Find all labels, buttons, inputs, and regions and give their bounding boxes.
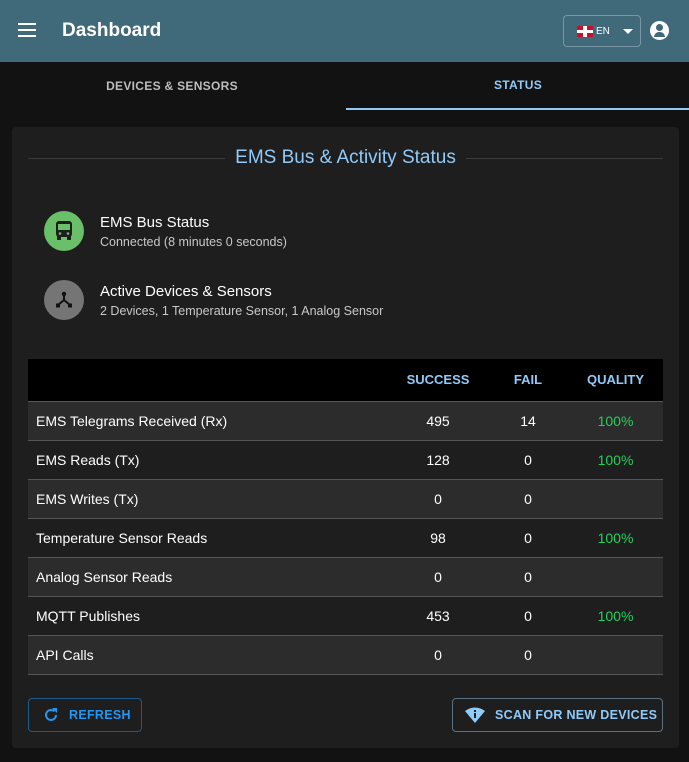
cell-fail: 0	[488, 635, 568, 675]
cell-success: 0	[388, 635, 488, 675]
refresh-label: REFRESH	[69, 708, 131, 722]
bus-icon	[44, 211, 84, 251]
cell-success: 495	[388, 401, 488, 441]
cell-name: API Calls	[28, 635, 388, 675]
table-row: API Calls 0 0	[28, 635, 663, 675]
cell-quality: 100%	[568, 596, 663, 636]
cell-name: MQTT Publishes	[28, 596, 388, 636]
cell-quality	[568, 635, 663, 675]
header-name	[28, 359, 388, 402]
active-devices-label: Active Devices & Sensors	[100, 282, 272, 300]
card-title: EMS Bus & Activity Status	[225, 147, 466, 168]
active-devices-value: 2 Devices, 1 Temperature Sensor, 1 Analo…	[100, 303, 384, 318]
tab-status[interactable]: STATUS	[346, 62, 689, 110]
tabs: DEVICES & SENSORS STATUS	[0, 62, 689, 110]
cell-quality	[568, 479, 663, 519]
bus-status-label: EMS Bus Status	[100, 213, 210, 231]
cell-quality: 100%	[568, 440, 663, 480]
cell-fail: 0	[488, 479, 568, 519]
cell-quality: 100%	[568, 401, 663, 441]
cell-quality: 100%	[568, 518, 663, 558]
menu-icon[interactable]	[18, 23, 36, 37]
tab-devices-sensors[interactable]: DEVICES & SENSORS	[106, 79, 238, 93]
account-icon[interactable]	[650, 21, 669, 40]
cell-name: EMS Telegrams Received (Rx)	[28, 401, 388, 441]
device-hub-icon	[44, 280, 84, 320]
wifi-info-icon	[465, 707, 485, 723]
table-row: EMS Telegrams Received (Rx) 495 14 100%	[28, 401, 663, 441]
table-row: Analog Sensor Reads 0 0	[28, 557, 663, 597]
bus-status-value: Connected (8 minutes 0 seconds)	[100, 234, 287, 249]
header-success: SUCCESS	[388, 359, 488, 402]
cell-success: 0	[388, 479, 488, 519]
language-select[interactable]: EN	[563, 15, 641, 47]
bus-status-item: EMS Bus Status Connected (8 minutes 0 se…	[44, 211, 287, 251]
uk-flag-icon	[577, 25, 593, 37]
cell-fail: 0	[488, 440, 568, 480]
caret-down-icon	[622, 28, 633, 34]
refresh-icon	[45, 708, 57, 721]
cell-success: 453	[388, 596, 488, 636]
cell-fail: 0	[488, 518, 568, 558]
language-label: EN	[596, 25, 610, 37]
cell-name: EMS Writes (Tx)	[28, 479, 388, 519]
cell-name: Analog Sensor Reads	[28, 557, 388, 597]
cell-name: Temperature Sensor Reads	[28, 518, 388, 558]
cell-name: EMS Reads (Tx)	[28, 440, 388, 480]
header-quality: QUALITY	[568, 359, 663, 402]
scan-label: SCAN FOR NEW DEVICES	[495, 708, 658, 722]
table-row: EMS Reads (Tx) 128 0 100%	[28, 440, 663, 480]
app-bar: Dashboard EN	[0, 0, 689, 62]
cell-quality	[568, 557, 663, 597]
status-card: EMS Bus & Activity Status EMS Bus Status…	[12, 127, 679, 748]
page-title: Dashboard	[62, 20, 162, 41]
cell-success: 98	[388, 518, 488, 558]
header-fail: FAIL	[488, 359, 568, 402]
cell-success: 128	[388, 440, 488, 480]
table-row: MQTT Publishes 453 0 100%	[28, 596, 663, 636]
cell-fail: 0	[488, 596, 568, 636]
refresh-button[interactable]: REFRESH	[28, 698, 142, 732]
cell-fail: 0	[488, 557, 568, 597]
table-row: EMS Writes (Tx) 0 0	[28, 479, 663, 519]
cell-fail: 14	[488, 401, 568, 441]
scan-devices-button[interactable]: SCAN FOR NEW DEVICES	[452, 698, 663, 732]
activity-table: SUCCESS FAIL QUALITY EMS Telegrams Recei…	[28, 359, 663, 675]
cell-success: 0	[388, 557, 488, 597]
active-devices-item: Active Devices & Sensors 2 Devices, 1 Te…	[44, 280, 383, 320]
table-row: Temperature Sensor Reads 98 0 100%	[28, 518, 663, 558]
